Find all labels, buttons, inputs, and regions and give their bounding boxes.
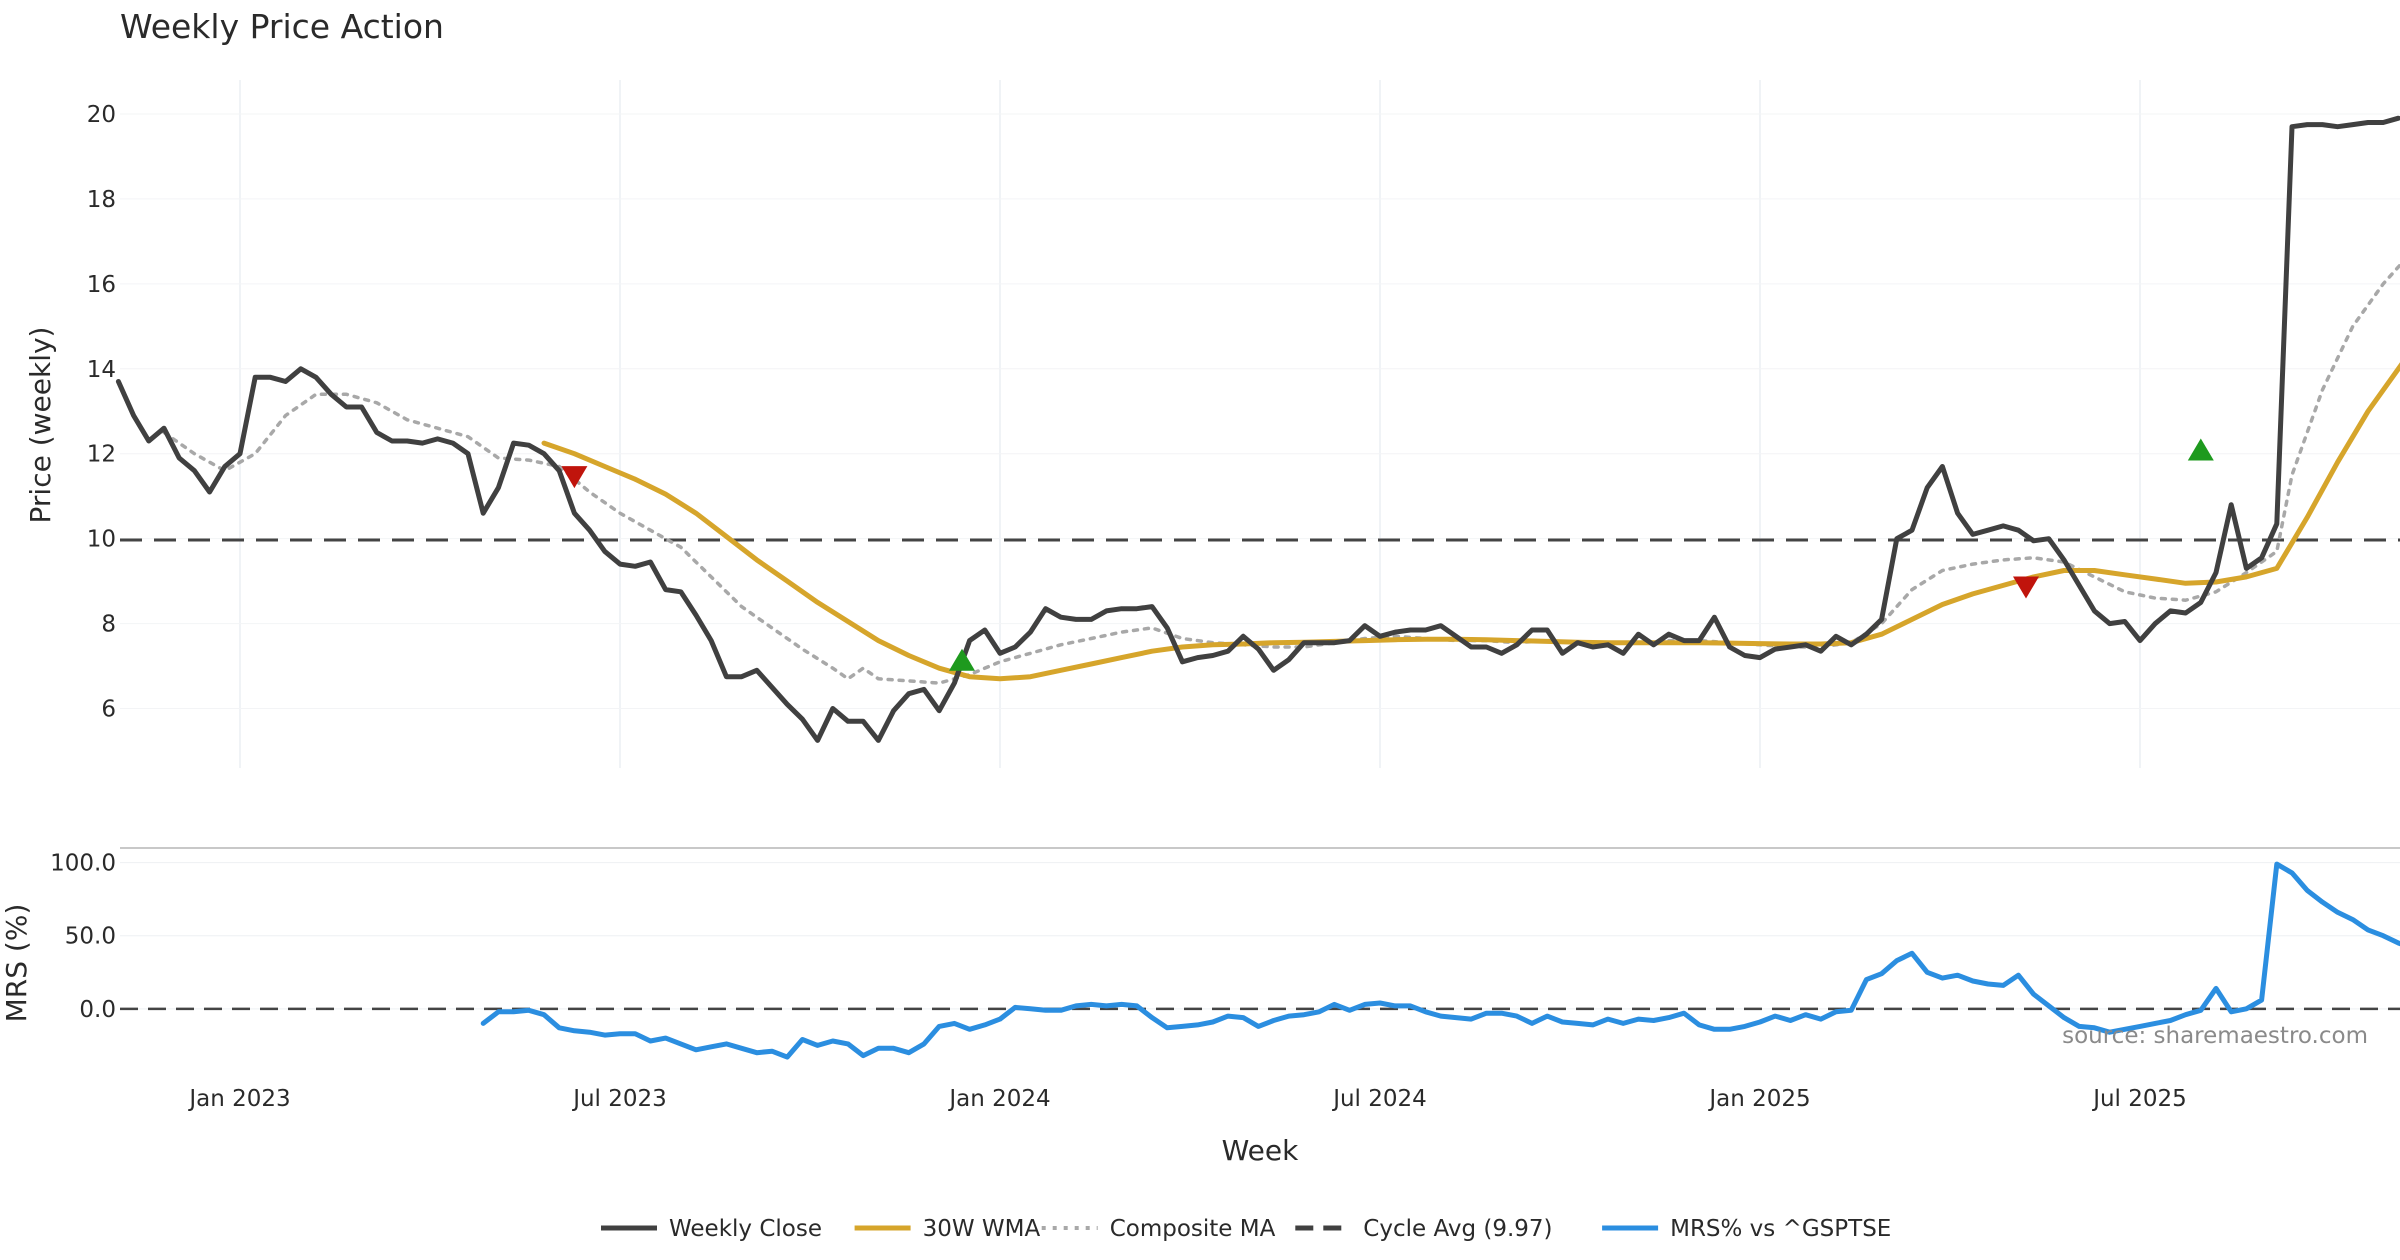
legend-label-3: Cycle Avg (9.97) <box>1363 1216 1552 1242</box>
price-y-tick-3: 12 <box>87 442 116 468</box>
series-mrs <box>480 861 2400 1060</box>
x-tick-4: Jan 2025 <box>1707 1086 1810 1112</box>
sell-signal-marker-0 <box>561 466 588 489</box>
buy-signal-marker-3 <box>2187 438 2214 461</box>
x-tick-2: Jan 2024 <box>947 1086 1050 1112</box>
mrs-y-tick-2: 0.0 <box>79 997 116 1023</box>
legend-label-2: Composite MA <box>1110 1216 1276 1242</box>
price-y-axis-label: Price (weekly) <box>24 327 57 524</box>
mrs-series-group <box>480 861 2400 1060</box>
x-tick-labels: Jan 2023 Jul 2023 Jan 2024 Jul 2024 Jan 2025… <box>187 1086 2186 1112</box>
price-signals-group <box>561 438 2214 671</box>
legend-label-4: MRS% vs ^GSPTSE <box>1670 1216 1891 1242</box>
series-weekly-close <box>115 115 2400 743</box>
mrs-y-axis-label: MRS (%) <box>0 904 33 1023</box>
mrs-y-tick-0: 100.0 <box>50 851 116 877</box>
mrs-y-tick-1: 50.0 <box>65 924 116 950</box>
price-y-tick-4: 14 <box>87 357 116 383</box>
legend-label-1: 30W WMA <box>923 1216 1041 1242</box>
x-tick-5: Jul 2025 <box>2091 1086 2187 1112</box>
price-series-group <box>115 115 2400 743</box>
mrs-y-tick-labels: 100.0 50.0 0.0 <box>50 851 116 1023</box>
price-y-tick-6: 18 <box>87 187 116 213</box>
price-y-tick-5: 16 <box>87 272 116 298</box>
series-30w-wma <box>541 362 2400 682</box>
price-y-tick-1: 8 <box>101 612 116 638</box>
source-note: source: sharemaestro.com <box>2062 1023 2368 1049</box>
price-y-tick-2: 10 <box>87 527 116 553</box>
x-axis-label: Week <box>1222 1134 1299 1167</box>
legend-label-0: Weekly Close <box>669 1216 822 1242</box>
x-tick-1: Jul 2023 <box>571 1086 667 1112</box>
x-tick-0: Jan 2023 <box>187 1086 290 1112</box>
price-y-tick-7: 20 <box>87 102 116 128</box>
buy-signal-marker-1 <box>949 648 975 671</box>
price-y-tick-0: 6 <box>101 697 116 723</box>
price-grid <box>120 80 2400 768</box>
x-tick-3: Jul 2024 <box>1331 1086 1427 1112</box>
legend: Weekly Close 30W WMA Composite MA Cycle Avg… <box>601 1216 1891 1242</box>
chart-title: Weekly Price Action <box>120 7 444 46</box>
sell-signal-marker-2 <box>2013 576 2039 599</box>
price-y-tick-labels: 6 8 10 12 14 16 18 20 <box>87 102 116 723</box>
mrs-grid <box>120 862 2400 1011</box>
